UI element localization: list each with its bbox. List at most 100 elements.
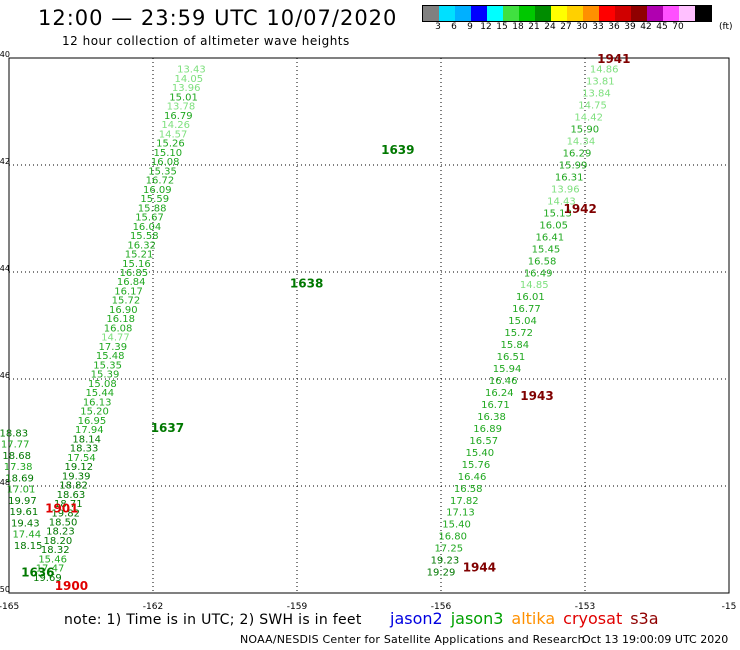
generated-timestamp: Oct 13 19:00:09 UTC 2020 [582, 633, 729, 646]
track-b-swh-value: 18.69 [5, 473, 34, 484]
satellite-legend: jason2 jason3 altika cryosat s3a [390, 609, 667, 628]
track-a-swh-value: 19.39 [62, 471, 91, 482]
track-a-swh-value: 16.18 [106, 314, 135, 325]
track-b-swh-value: 18.15 [14, 541, 43, 552]
track-a-swh-value: 15.58 [130, 231, 159, 242]
track-c-swh-value: 14.75 [578, 101, 607, 112]
track-c-swh-value: 16.58 [454, 484, 483, 495]
track-a-swh-value: 15.35 [93, 360, 122, 371]
track-a-swh-value: 18.82 [59, 481, 88, 492]
track-a-swh-value: 16.90 [109, 305, 138, 316]
track-c-swh-value: 19.29 [427, 568, 456, 579]
track-a-swh-value: 16.72 [146, 176, 175, 187]
track-c-swh-value: 15.76 [462, 460, 491, 471]
y-tick-label: -48 [0, 478, 10, 487]
source-credit: NOAA/NESDIS Center for Satellite Applica… [240, 633, 585, 646]
track-a-swh-value: 18.23 [46, 527, 75, 538]
colorbar-label: 18 [512, 22, 524, 32]
colorbar-swatch [599, 6, 615, 21]
track-a-swh-value: 15.39 [91, 370, 120, 381]
track-a-swh-value: 13.96 [172, 83, 201, 94]
track-c-swh-value: 14.34 [567, 137, 596, 148]
track-c-swh-value: 15.99 [559, 160, 588, 171]
colorbar-swatch [615, 6, 631, 21]
track-c-swh-value: 16.71 [481, 400, 510, 411]
colorbar-swatch [551, 6, 567, 21]
colorbar-swatch [487, 6, 503, 21]
track-c-swh-value: 13.96 [551, 184, 580, 195]
colorbar-swatch [455, 6, 471, 21]
colorbar [422, 5, 712, 22]
colorbar-swatch [567, 6, 583, 21]
colorbar-swatch [583, 6, 599, 21]
track-a-swh-value: 17.94 [75, 425, 104, 436]
jason3-time-label: 1639 [381, 143, 414, 157]
colorbar-swatch [695, 6, 711, 21]
colorbar-label: 9 [467, 22, 473, 32]
track-c-swh-value: 13.84 [582, 89, 611, 100]
track-a-swh-value: 15.59 [140, 194, 169, 205]
track-c-swh-value: 16.24 [485, 388, 514, 399]
track-c-swh-value: 14.42 [574, 113, 603, 124]
colorbar-swatch [471, 6, 487, 21]
legend-item-jason3: jason3 [450, 609, 504, 628]
track-c-swh-value: 14.43 [547, 196, 576, 207]
colorbar-swatch [519, 6, 535, 21]
colorbar-label: 6 [451, 22, 457, 32]
track-c-swh-value: 17.25 [434, 544, 463, 555]
track-c-swh-value: 16.58 [528, 256, 557, 267]
colorbar-swatch [679, 6, 695, 21]
colorbar-label: 3 [435, 22, 441, 32]
track-b-swh-value: 17.38 [4, 462, 33, 473]
track-c-swh-value: 15.94 [493, 364, 522, 375]
colorbar-label: 21 [528, 22, 540, 32]
colorbar-label: 45 [656, 22, 668, 32]
track-a-swh-value: 15.10 [154, 148, 183, 159]
track-c-swh-value: 16.77 [512, 304, 541, 315]
colorbar-labels: 3 6 9 12 15 18 21 24 27 30 33 36 39 42 45 70 [422, 22, 738, 34]
track-c-swh-value: 16.41 [535, 232, 564, 243]
legend-item-jason2: jason2 [390, 609, 443, 628]
track-a-swh-value: 16.79 [164, 111, 193, 122]
x-tick-label: -153 [575, 602, 595, 612]
track-a-swh-value: 19.69 [33, 573, 62, 584]
track-b-swh-value: 18.68 [2, 451, 31, 462]
track-a-swh-value: 16.84 [117, 277, 146, 288]
track-a-swh-value: 16.08 [151, 157, 180, 168]
track-a-swh-value: 17.39 [99, 342, 128, 353]
x-tick-label: -15 [722, 602, 737, 612]
jason3-time-label: 1638 [290, 277, 323, 291]
track-b-swh-value: 18.83 [0, 429, 28, 440]
time-label: 1901 [45, 501, 78, 515]
page-subtitle: 12 hour collection of altimeter wave hei… [62, 34, 350, 48]
colorbar-label: 36 [608, 22, 620, 32]
track-c-swh-value: 15.40 [466, 448, 495, 459]
track-c-swh-value: 15.13 [543, 208, 572, 219]
legend-item-cryosat: cryosat [563, 609, 623, 628]
track-a-swh-value: 16.85 [119, 268, 148, 279]
time-label: 1944 [463, 560, 496, 574]
track-b-swh-value: 17.01 [7, 485, 36, 496]
track-a-swh-value: 15.88 [138, 203, 167, 214]
plot-frame [8, 57, 730, 594]
track-c-swh-value: 15.72 [504, 328, 533, 339]
colorbar-label: 33 [592, 22, 604, 32]
x-tick-label: -162 [143, 602, 163, 612]
track-a-swh-value: 18.20 [44, 536, 73, 547]
track-a-swh-value: 15.72 [112, 296, 141, 307]
track-a-swh-value: 18.33 [70, 444, 99, 455]
track-a-swh-value: 16.08 [104, 323, 133, 334]
track-c-swh-value: 17.13 [446, 508, 475, 519]
colorbar-swatch [423, 6, 439, 21]
track-b-swh-value: 19.61 [10, 507, 39, 518]
track-a-swh-value: 13.43 [177, 65, 206, 76]
track-c-swh-value: 16.31 [555, 172, 584, 183]
legend-item-s3a: s3a [630, 609, 659, 628]
track-c-swh-value: 16.89 [473, 424, 502, 435]
track-c-swh-value: 19.23 [431, 556, 460, 567]
track-c-swh-value: 16.51 [497, 352, 526, 363]
track-c-swh-value: 16.46 [489, 376, 518, 387]
track-a-swh-value: 15.67 [135, 213, 164, 224]
track-a-swh-value: 15.16 [122, 259, 151, 270]
track-a-swh-value: 18.14 [72, 434, 101, 445]
